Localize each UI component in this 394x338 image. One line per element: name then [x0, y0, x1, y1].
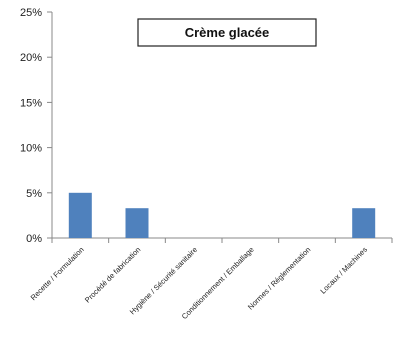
y-tick-label: 5%	[26, 188, 42, 200]
y-tick-label: 20%	[20, 52, 42, 64]
y-tick-label: 25%	[20, 7, 42, 19]
chart-title: Crème glacée	[185, 25, 270, 40]
bar	[68, 192, 92, 238]
y-tick-label: 0%	[26, 233, 42, 245]
y-tick-label: 15%	[20, 97, 42, 109]
x-category-label: Procédé de fabrication	[83, 245, 142, 304]
title-frame	[137, 18, 317, 47]
bars	[68, 192, 376, 238]
x-category-label: Recette / Formulation	[29, 245, 86, 302]
chart-title-box: Crème glacée	[137, 18, 317, 47]
bar	[125, 208, 149, 238]
x-category-label: Locaux / Machines	[318, 245, 369, 296]
y-tick-label: 10%	[20, 143, 42, 155]
y-ticks: 0% 5% 10% 15% 20% 25%	[20, 7, 52, 245]
x-ticks	[51, 238, 393, 243]
bar	[352, 208, 376, 238]
x-category-label: Normes / Réglementation	[246, 245, 313, 312]
